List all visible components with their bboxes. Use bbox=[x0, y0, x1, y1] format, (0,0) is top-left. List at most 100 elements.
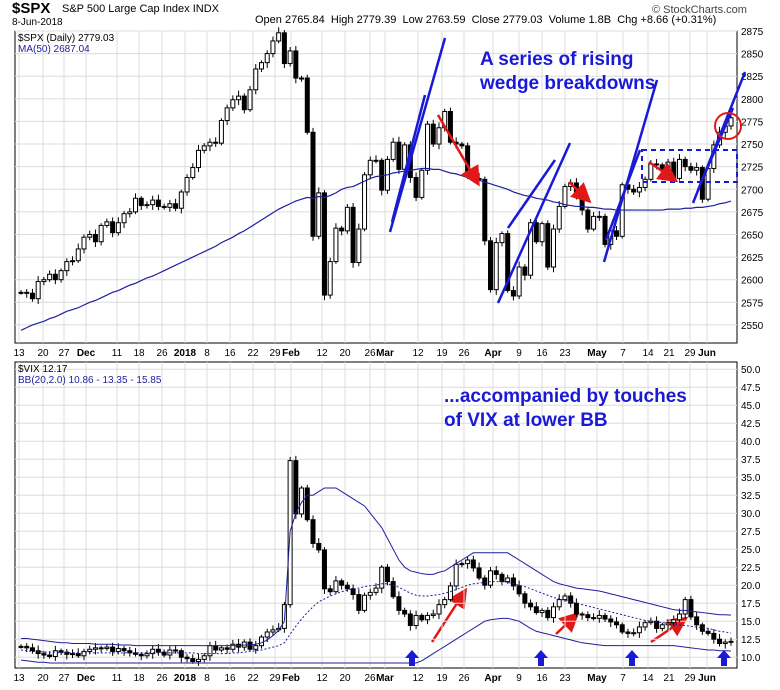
vix-candle-body bbox=[207, 645, 213, 657]
vix-candle-body bbox=[356, 594, 362, 611]
consolidation-box bbox=[641, 149, 738, 183]
spx-candle-body bbox=[276, 32, 282, 42]
vix-candle-body bbox=[58, 650, 64, 653]
vix-x-tick-label: 26 bbox=[364, 673, 376, 684]
spx-x-tick-label: 29 bbox=[269, 348, 281, 359]
spx-candle-body bbox=[516, 266, 522, 297]
vix-bb-upper-line bbox=[21, 487, 732, 647]
vix-candle-body bbox=[155, 648, 161, 653]
vix-candle-body bbox=[425, 614, 431, 621]
wedge-line bbox=[388, 37, 447, 233]
spx-candle-body bbox=[224, 107, 230, 122]
spx-y-tick-label: 2850 bbox=[741, 50, 764, 61]
vix-candle-body bbox=[344, 584, 350, 590]
spx-candle-body bbox=[333, 227, 339, 263]
spx-candle-body bbox=[631, 188, 637, 193]
wedge-line bbox=[390, 94, 427, 223]
spx-candle-body bbox=[24, 291, 30, 294]
spx-candle-body bbox=[396, 141, 402, 170]
vix-candle-body bbox=[602, 614, 608, 620]
vix-candle-body bbox=[35, 650, 41, 655]
spx-candle-body bbox=[29, 292, 35, 300]
vix-candle-body bbox=[339, 580, 345, 586]
vix-candle-body bbox=[608, 618, 614, 623]
vix-candle-body bbox=[173, 649, 179, 652]
spx-candle-body bbox=[247, 89, 253, 111]
spx-candle-body bbox=[287, 50, 293, 65]
high-label: High bbox=[330, 14, 354, 26]
spx-candle-body bbox=[150, 199, 156, 206]
vix-x-tick-label: 29 bbox=[269, 673, 281, 684]
spx-candle-body bbox=[356, 228, 362, 264]
vix-x-tick-label: 18 bbox=[133, 673, 145, 684]
spx-candle-body bbox=[321, 192, 327, 296]
spx-candle-body bbox=[196, 149, 201, 169]
vix-x-tick-label: 26 bbox=[458, 673, 470, 684]
spx-x-tick-label: 26 bbox=[364, 348, 376, 359]
spx-candle-body bbox=[636, 186, 642, 193]
vix-x-tick-label: 20 bbox=[37, 673, 49, 684]
vix-x-tick-label: 29 bbox=[684, 673, 696, 684]
spx-x-tick-label: 12 bbox=[412, 348, 424, 359]
vix-y-tick-label: 20.0 bbox=[741, 581, 761, 592]
security-name: S&P 500 Large Cap Index INDX bbox=[62, 3, 219, 15]
spx-x-tick-label: 20 bbox=[339, 348, 351, 359]
vix-candle-body bbox=[654, 620, 660, 629]
vix-candle-body bbox=[722, 641, 728, 645]
vix-candle-body bbox=[682, 599, 688, 615]
spx-candle-body bbox=[110, 221, 116, 234]
spx-candle-body bbox=[201, 145, 207, 151]
spx-candle-body bbox=[81, 236, 87, 250]
spx-y-tick-label: 2800 bbox=[741, 95, 764, 106]
spx-candle-body bbox=[35, 281, 41, 300]
spx-y-tick-label: 2825 bbox=[741, 72, 764, 83]
vix-bb-mid-line bbox=[20, 581, 732, 655]
security-name-text: S&P 500 Large Cap Index bbox=[62, 3, 190, 15]
vix-candle-body bbox=[419, 614, 425, 621]
spx-x-tick-label: 20 bbox=[37, 348, 49, 359]
vix-y-tick-label: 47.5 bbox=[741, 383, 761, 394]
spx-candle-body bbox=[75, 248, 81, 262]
blue-up-arrow-icon bbox=[534, 650, 548, 666]
vix-candle-body bbox=[224, 647, 230, 650]
spx-candle-body bbox=[190, 167, 196, 179]
vix-x-tick-label: 13 bbox=[13, 673, 25, 684]
vix-candle-body bbox=[70, 653, 76, 656]
vix-x-tick-label: 7 bbox=[620, 673, 626, 684]
vix-y-tick-label: 10.0 bbox=[741, 653, 761, 664]
spx-candle-body bbox=[613, 230, 619, 237]
spx-candle-body bbox=[299, 77, 305, 80]
vix-candle-body bbox=[161, 651, 167, 656]
wedge-line bbox=[496, 142, 572, 304]
volume-label: Volume bbox=[548, 14, 586, 26]
vix-candle-body bbox=[384, 566, 390, 583]
vix-candle-body bbox=[138, 653, 144, 657]
vix-x-tick-label: 8 bbox=[204, 673, 210, 684]
vix-candle-body bbox=[562, 595, 568, 601]
spx-candle-body bbox=[533, 222, 539, 243]
spx-x-tick-label: 23 bbox=[559, 348, 571, 359]
spx-candle-body bbox=[493, 242, 499, 291]
spx-y-tick-label: 2725 bbox=[741, 163, 764, 174]
chart-date: 8-Jun-2018 bbox=[12, 17, 63, 28]
vix-candle-body bbox=[579, 613, 585, 616]
spx-x-tick-label: 12 bbox=[316, 348, 328, 359]
vix-candle-body bbox=[184, 656, 190, 660]
spx-candle-body bbox=[241, 95, 247, 111]
spx-x-tick-label: 2018 bbox=[174, 348, 197, 359]
vix-candle-body bbox=[18, 645, 24, 648]
brand: © StockCharts.com bbox=[652, 4, 747, 16]
spx-x-tick-label: Dec bbox=[77, 348, 96, 359]
vix-x-tick-label: 26 bbox=[156, 673, 168, 684]
spx-candle-body bbox=[327, 261, 333, 296]
spx-candle-body bbox=[545, 223, 551, 268]
vix-candle-body bbox=[150, 648, 156, 655]
top-circle-highlight bbox=[714, 112, 742, 140]
vix-candle-body bbox=[373, 587, 379, 593]
vix-x-tick-label: 12 bbox=[316, 673, 328, 684]
spx-candle-body bbox=[367, 159, 373, 176]
vix-candle-body bbox=[671, 619, 677, 624]
vix-candle-body bbox=[24, 645, 30, 649]
spx-candle-body bbox=[528, 222, 534, 276]
